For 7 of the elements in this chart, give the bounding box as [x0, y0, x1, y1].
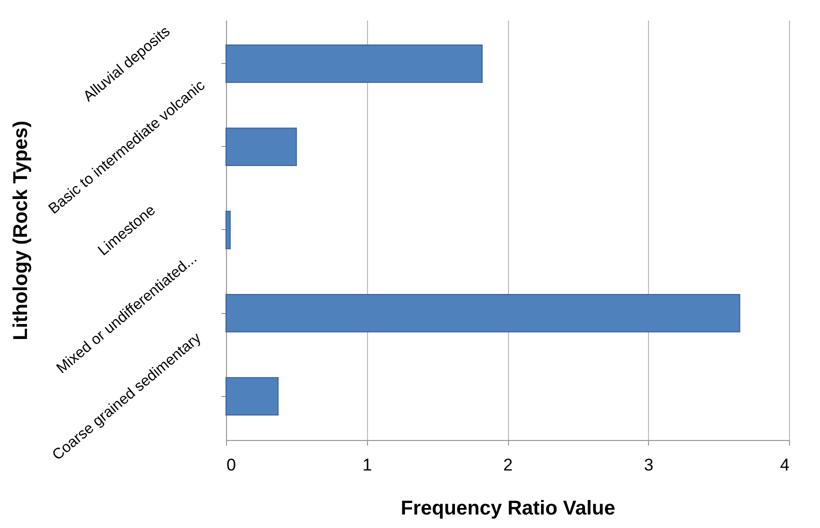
- x-tick-label: 1: [362, 456, 372, 474]
- x-tick-label: 2: [503, 456, 513, 474]
- y-axis-title: Lithology (Rock Types): [10, 120, 32, 340]
- x-axis-title: Frequency Ratio Value: [400, 498, 616, 520]
- x-tick-label: 3: [644, 456, 654, 474]
- x-tick-label: 4: [780, 456, 790, 474]
- x-tick-label: 0: [226, 456, 236, 474]
